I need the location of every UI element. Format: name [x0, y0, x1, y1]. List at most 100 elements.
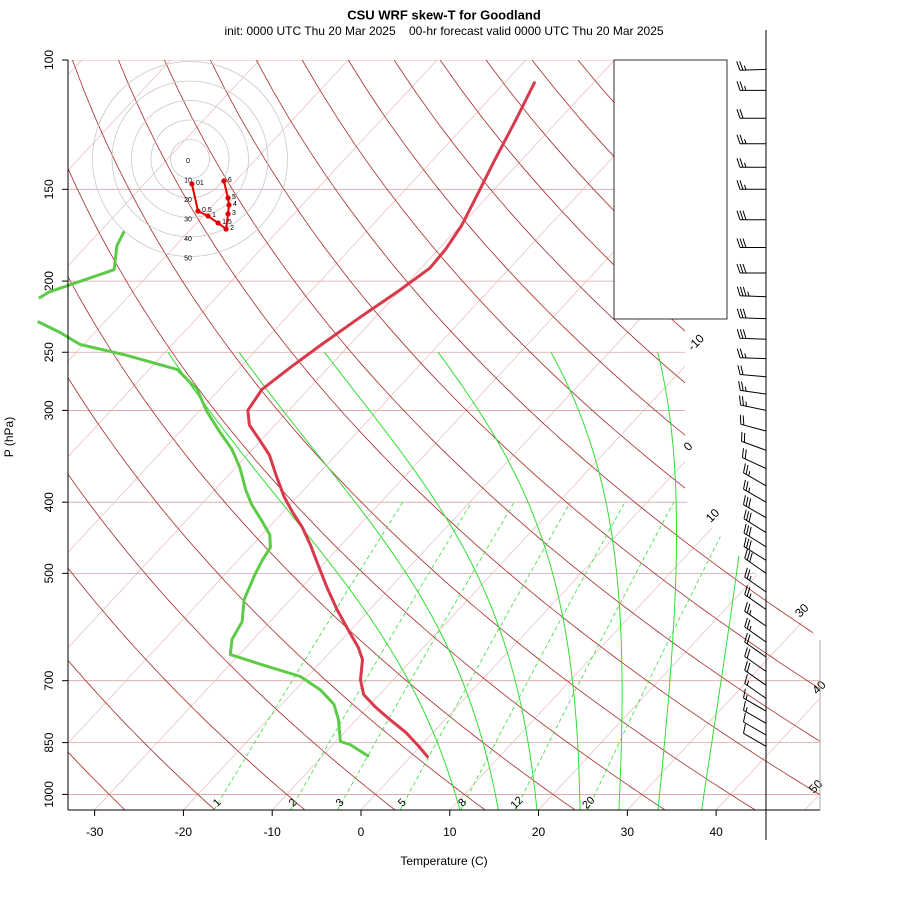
x-tick-label: 40	[709, 825, 723, 839]
moist-adiabat	[657, 352, 677, 810]
hodograph-label: 0.5	[202, 207, 212, 214]
y-tick-label: 500	[42, 563, 56, 583]
wind-barb	[744, 674, 767, 699]
dry-adiabat	[68, 60, 396, 810]
wind-barb	[738, 381, 767, 395]
wind-barb	[743, 523, 767, 548]
moist-adiabat	[167, 352, 461, 810]
wind-barb	[736, 308, 767, 320]
hodograph-point	[225, 195, 231, 201]
wind-barb	[743, 509, 767, 534]
hodograph-point	[225, 211, 231, 217]
isotherm	[68, 60, 260, 810]
chart-subtitle: init: 0000 UTC Thu 20 Mar 2025 00-hr for…	[224, 24, 663, 38]
hodograph-ring	[92, 61, 288, 257]
hodograph-label: 1	[212, 212, 216, 219]
wind-barb	[736, 286, 767, 298]
moist-adiabat	[437, 352, 581, 810]
hodograph-ring-label: 40	[184, 236, 192, 243]
wind-barb	[741, 431, 767, 451]
y-tick-label: 700	[42, 670, 56, 690]
hodograph-ring-label: 20	[184, 197, 192, 204]
wind-barb	[744, 632, 767, 658]
wind-barb	[744, 549, 767, 574]
moist-adiabat	[550, 352, 623, 810]
y-tick-label: 850	[42, 732, 56, 752]
x-tick-label: -30	[86, 825, 104, 839]
profile-line	[36, 230, 370, 758]
dry-adiabat	[68, 60, 486, 810]
hodograph-point	[205, 213, 211, 219]
x-tick-label: -20	[175, 825, 193, 839]
hodograph-label: 3	[232, 210, 236, 217]
wind-barb	[743, 495, 767, 519]
hodograph-point	[226, 202, 232, 208]
dry-adiabat	[347, 60, 820, 810]
wind-barb	[744, 617, 767, 643]
dry-adiabat	[72, 60, 756, 810]
hodograph-point	[189, 181, 195, 187]
hodograph-point	[223, 226, 229, 232]
y-tick-label: 1000	[42, 781, 56, 808]
hodograph-ring-label: 0	[186, 158, 190, 165]
y-tick-label: 150	[42, 179, 56, 199]
y-tick-label: 250	[42, 342, 56, 362]
wind-barb	[743, 712, 767, 736]
mixing-ratio-line	[587, 502, 739, 810]
hodograph-point	[221, 178, 227, 184]
x-tick-label: 10	[443, 825, 457, 839]
hodograph-ring	[131, 100, 249, 218]
hodograph-ring	[170, 139, 210, 179]
wind-barb	[743, 463, 767, 487]
hodograph-ring	[150, 119, 230, 199]
hodograph-label: 5	[232, 194, 236, 201]
chart-title: CSU WRF skew-T for Goodland	[347, 7, 541, 22]
dry-adiabat	[68, 60, 666, 810]
wind-barb	[743, 700, 767, 724]
x-axis-label: Temperature (C)	[400, 854, 487, 868]
wind-barb	[737, 365, 767, 378]
hodograph-point	[195, 208, 201, 214]
isotherm	[538, 60, 820, 810]
hodograph-ring-label: 50	[184, 255, 192, 262]
dry-adiabat	[164, 60, 820, 810]
wind-barb	[736, 210, 766, 221]
wind-barb	[743, 537, 767, 561]
wind-barb	[736, 263, 766, 274]
hodograph-ring	[111, 80, 269, 238]
hodograph-point	[215, 220, 221, 226]
wind-barb	[736, 134, 766, 145]
wind-barb	[744, 567, 767, 593]
isotherm	[68, 60, 438, 810]
hodograph-ring-label: 30	[184, 216, 192, 223]
mixing-ratio-line	[515, 502, 675, 810]
wind-barb	[744, 601, 767, 627]
hodograph-label: 6	[228, 177, 232, 184]
wind-barb	[736, 329, 767, 340]
dry-adiabat	[301, 60, 820, 810]
dry-adiabat	[68, 60, 126, 810]
isotherm	[68, 60, 615, 810]
wind-barb	[736, 158, 766, 168]
dry-adiabat	[255, 60, 820, 810]
isotherm	[68, 60, 704, 810]
mixing-ratio-line	[290, 501, 473, 810]
wind-barb	[744, 647, 767, 672]
wind-barb	[736, 109, 766, 119]
x-tick-label: 0	[358, 825, 365, 839]
dry-adiabat	[68, 60, 216, 810]
mixing-ratio-line	[337, 501, 515, 810]
x-tick-label: 30	[621, 825, 635, 839]
y-tick-label: 100	[42, 50, 56, 70]
info-box	[613, 59, 728, 320]
moist-adiabat	[324, 351, 538, 810]
wind-barb	[736, 348, 767, 360]
profile-line	[246, 80, 537, 759]
wind-barb	[739, 414, 767, 432]
hodograph-label: 1.5	[222, 219, 232, 226]
hodograph-ring-label: 10	[184, 177, 192, 184]
dry-adiabat	[209, 60, 820, 810]
wind-barb	[736, 180, 766, 190]
dry-adiabat	[68, 60, 576, 810]
